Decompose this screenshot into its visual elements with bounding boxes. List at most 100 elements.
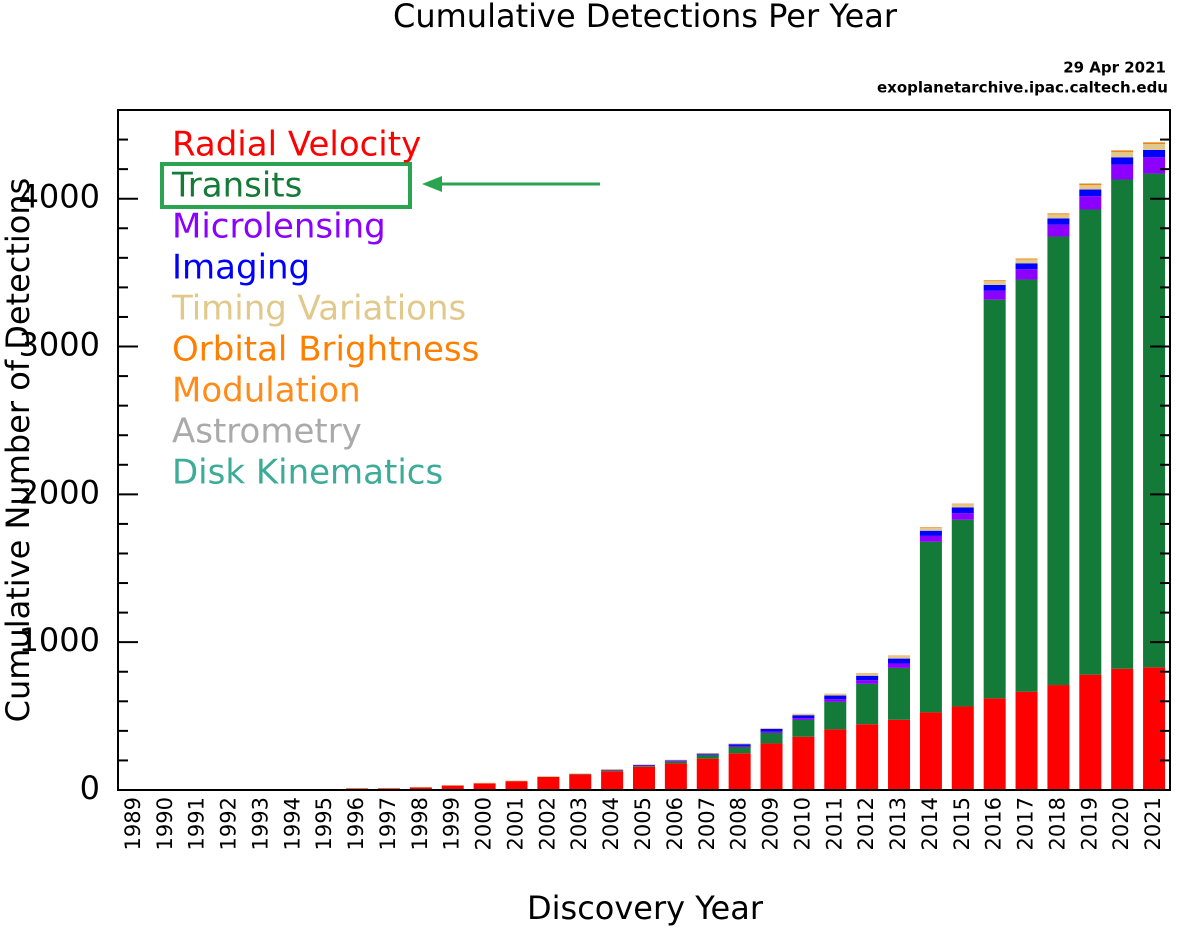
highlight-box (160, 162, 412, 209)
bar-segment (1047, 685, 1070, 790)
y-axis-label: Cumulative Number of Detections (0, 178, 37, 723)
bar-segment (1047, 218, 1070, 225)
bar-segment (951, 504, 974, 508)
x-tick-label: 2005 (631, 797, 655, 850)
bar-segment (1143, 667, 1166, 790)
bar-segment (1047, 236, 1070, 686)
bar-segment (633, 766, 655, 767)
legend-entry: Disk Kinematics (172, 453, 443, 493)
bar-segment (664, 763, 687, 790)
bar-segment (888, 667, 911, 720)
bar-segment (951, 519, 974, 707)
x-tick-label: 2015 (950, 797, 974, 850)
x-tick-label: 2013 (886, 797, 910, 850)
bar-segment (1047, 224, 1070, 237)
x-tick-label: 1997 (376, 797, 400, 850)
bar-segment (824, 693, 847, 696)
bar-segment (951, 706, 974, 790)
bar-segment (664, 759, 687, 761)
bar-segment (1015, 279, 1038, 692)
bar-segment (856, 680, 879, 684)
bar-segment (1047, 213, 1070, 215)
bar-segment (1111, 668, 1134, 790)
x-tick-label: 1991 (185, 797, 209, 850)
bar-segment (824, 729, 847, 790)
y-tick-label: 1000 (19, 621, 100, 659)
bar-segment (888, 663, 911, 668)
x-tick-label: 2011 (822, 797, 846, 850)
bar-segment (760, 727, 783, 729)
x-tick-label: 2014 (918, 797, 942, 850)
bar-segment (1111, 152, 1134, 158)
bar-segment (1015, 269, 1038, 280)
bar-segment (1015, 259, 1038, 264)
bar-segment (919, 530, 942, 536)
bar-segment (1079, 196, 1102, 210)
bar-segment (696, 752, 719, 754)
x-tick-label: 1995 (312, 797, 336, 850)
bar-segment (824, 701, 847, 730)
x-tick-label: 1994 (280, 797, 304, 850)
bar-segment (601, 770, 624, 772)
bar-segment (1111, 157, 1134, 165)
bar-segment (696, 754, 719, 755)
bar-segment (1111, 150, 1134, 153)
bar-segment (919, 535, 942, 542)
x-tick-label: 2018 (1045, 797, 1069, 850)
bar-segment (919, 527, 942, 531)
y-tick-label: 4000 (19, 178, 100, 216)
bar-segment (664, 760, 687, 762)
bar-segment (1015, 263, 1038, 270)
x-tick-label: 1999 (440, 797, 464, 850)
legend-entry: Imaging (172, 248, 310, 288)
x-tick-label: 2008 (727, 797, 751, 850)
bar-segment (983, 280, 1006, 282)
bar-segment (1047, 214, 1070, 219)
x-tick-label: 2019 (1077, 797, 1101, 850)
bar-segment (1015, 258, 1038, 260)
bar-segment (1143, 173, 1166, 668)
bar-segment (856, 673, 879, 676)
bar-segment (983, 698, 1006, 790)
bar-segment (983, 281, 1006, 285)
legend-entry: Astrometry (172, 412, 362, 452)
x-tick-label: 2009 (759, 797, 783, 850)
y-tick-label: 3000 (19, 326, 100, 364)
x-tick-label: 2003 (567, 797, 591, 850)
bar-segment (537, 776, 560, 790)
bar-segment (951, 513, 974, 520)
x-tick-label: 2020 (1109, 797, 1133, 850)
bar-segment (919, 541, 942, 713)
bar-segment (919, 712, 942, 790)
bar-segment (983, 290, 1006, 300)
bar-segment (1079, 185, 1102, 190)
x-tick-label: 2006 (663, 797, 687, 850)
bar-segment (856, 724, 879, 790)
y-tick-label: 2000 (19, 473, 100, 511)
bar-segment (1079, 189, 1102, 197)
legend-entry: Transits (171, 166, 302, 206)
bar-segment (441, 785, 464, 790)
bar-segment (696, 753, 719, 755)
x-tick-label: 2016 (982, 797, 1006, 850)
bar-segment (760, 743, 783, 790)
bar-segment (919, 527, 942, 528)
bar-segment (728, 744, 751, 746)
x-tick-label: 2002 (535, 797, 559, 850)
legend-entry: Radial Velocity (172, 125, 421, 165)
x-tick-label: 2001 (503, 797, 527, 850)
x-tick-label: 2010 (790, 797, 814, 850)
bar-segment (1111, 179, 1134, 669)
bar-segment (633, 765, 655, 766)
bar-segment (824, 695, 847, 700)
bar-segment (633, 766, 655, 790)
chart-title: Cumulative Detections Per Year (393, 0, 898, 35)
bar-segment (473, 782, 496, 784)
bar-segment (792, 736, 815, 790)
date-note: 29 Apr 2021 (1063, 59, 1166, 77)
bar-segment (696, 754, 719, 759)
bar-segment (728, 745, 751, 747)
bar-segment (951, 503, 974, 505)
bar-segment (664, 761, 687, 762)
x-tick-label: 2007 (695, 797, 719, 850)
